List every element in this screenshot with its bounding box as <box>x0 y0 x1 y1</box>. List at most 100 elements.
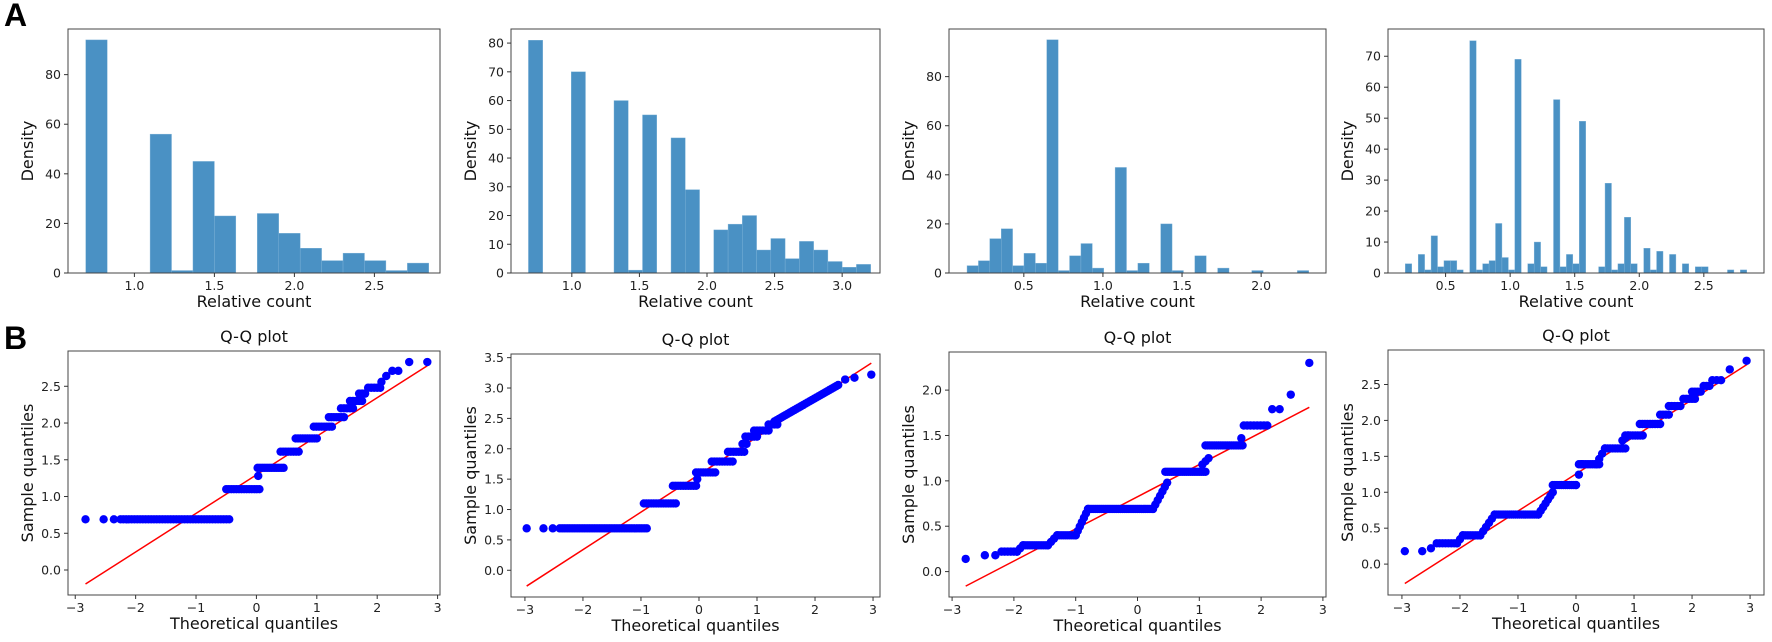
y-tick-label: 1.5 <box>41 452 61 467</box>
y-axis-label: Density <box>461 121 480 182</box>
y-tick-label: 2.0 <box>484 441 504 456</box>
x-axis-label: Theoretical quantiles <box>1052 616 1221 635</box>
y-tick-label: 10 <box>488 237 504 252</box>
histogram-bar <box>1450 260 1458 274</box>
y-tick-label: 80 <box>45 67 61 82</box>
y-tick-label: 3.5 <box>484 350 504 365</box>
data-point <box>711 468 720 477</box>
x-tick-label: 2.0 <box>1251 278 1271 293</box>
histogram-bar <box>1080 243 1093 274</box>
histogram-1: 1.0 1.5 2.0 2.5 0 20 40 60 80 Relative count Densi… <box>18 28 441 311</box>
y-tick-label: 1.0 <box>922 473 942 488</box>
histogram-bar <box>1527 263 1535 274</box>
histogram-bar <box>1669 254 1677 274</box>
histogram-bar <box>770 238 786 274</box>
y-tick-label: 0 <box>1373 266 1381 281</box>
histogram-bar <box>1695 266 1702 274</box>
plot-title: Q-Q plot <box>662 330 730 349</box>
x-tick-label: 1 <box>753 602 761 617</box>
data-point <box>423 357 432 367</box>
data-point <box>1716 375 1726 385</box>
x-axis-label: Theoretical quantiles <box>1491 614 1660 633</box>
histogram-bar <box>713 229 729 274</box>
y-tick-label: 40 <box>45 166 61 181</box>
histogram-bar <box>1682 263 1689 274</box>
x-axis-label: Theoretical quantiles <box>610 616 779 635</box>
data-point <box>255 484 264 494</box>
histogram-bar <box>1566 254 1574 274</box>
x-axis-label: Relative count <box>1519 292 1634 311</box>
histogram-bar <box>1514 59 1522 274</box>
data-point <box>522 524 531 533</box>
x-tick-label: 2.5 <box>765 278 785 293</box>
x-tick-label: −3 <box>943 602 961 617</box>
x-tick-label: 2.0 <box>284 278 304 293</box>
y-tick-label: 2.5 <box>484 411 504 426</box>
data-point <box>1263 421 1272 430</box>
histogram-bar <box>1617 263 1625 274</box>
y-tick-label: 0.5 <box>922 519 942 534</box>
x-tick-label: 0 <box>1572 600 1580 615</box>
data-point <box>742 439 751 449</box>
data-point <box>1237 434 1246 443</box>
histogram-4: 0.5 1.0 1.5 2.0 2.5 0 10 20 30 40 50 60 70 Relative c… <box>1338 28 1765 311</box>
axes-frame <box>67 350 441 596</box>
plot-title: Q-Q plot <box>1542 326 1610 345</box>
y-tick-label: 0.5 <box>484 532 504 547</box>
x-tick-label: −1 <box>1509 600 1527 615</box>
y-tick-label: 80 <box>488 36 504 51</box>
panel-label-a: A <box>4 0 27 33</box>
histogram-bar <box>799 241 814 274</box>
data-point <box>348 404 358 413</box>
y-tick-label: 2.5 <box>41 379 61 394</box>
y-tick-label: 1.0 <box>41 489 61 504</box>
data-point <box>691 481 701 491</box>
histogram-bar <box>613 100 629 274</box>
histogram-bar <box>1405 263 1412 274</box>
x-tick-label: 2 <box>1688 600 1696 615</box>
data-point <box>294 447 303 456</box>
data-point <box>1305 358 1314 368</box>
x-axis-label: Relative count <box>1080 292 1195 311</box>
histogram-bar <box>342 252 365 274</box>
histogram-bar <box>1501 257 1509 274</box>
histogram-bar <box>299 248 322 274</box>
data-point <box>671 499 680 508</box>
histogram-bar <box>1469 40 1477 274</box>
histogram-bar <box>1417 254 1425 274</box>
histogram-bar <box>1604 183 1612 274</box>
data-point <box>1676 401 1685 411</box>
histogram-bar <box>192 161 215 274</box>
reference-line <box>965 406 1310 587</box>
x-axis-label: Relative count <box>197 292 312 311</box>
histogram-bar <box>1559 266 1567 274</box>
x-tick-label: 3 <box>1319 602 1327 617</box>
data-point <box>357 396 367 406</box>
x-tick-label: 1.0 <box>1093 278 1113 293</box>
x-tick-label: 1 <box>313 600 321 615</box>
qq-plot-2: Q-Q plot −3 −2 −1 0 1 2 3 0.0 0.5 1.0 1.5 2.0 2.5 3.0 3… <box>461 330 881 635</box>
histogram-bar <box>1217 267 1230 274</box>
data-point <box>850 373 859 382</box>
histogram-bar <box>214 215 237 274</box>
histogram-bar <box>528 40 543 274</box>
axes-frame <box>1387 28 1765 274</box>
histogram-bar <box>1137 262 1150 274</box>
x-tick-label: −3 <box>66 600 84 615</box>
y-tick-label: 0.0 <box>41 563 61 578</box>
histogram-bar <box>1630 263 1638 274</box>
data-point <box>1664 410 1674 419</box>
y-tick-label: 3.0 <box>484 381 504 396</box>
histogram-bar <box>1035 262 1047 274</box>
histogram-bar <box>1553 99 1561 274</box>
data-point <box>1742 356 1751 365</box>
histogram-bar <box>1482 263 1490 274</box>
histogram-bar <box>1437 266 1445 274</box>
y-tick-label: 0 <box>496 266 504 281</box>
x-tick-label: −2 <box>1451 600 1469 615</box>
data-point <box>1204 453 1213 463</box>
histogram-bar <box>1540 266 1548 274</box>
y-tick-label: 2.5 <box>1361 377 1381 392</box>
sample-points <box>1400 356 1751 556</box>
y-axis-label: Sample quantiles <box>461 406 480 545</box>
